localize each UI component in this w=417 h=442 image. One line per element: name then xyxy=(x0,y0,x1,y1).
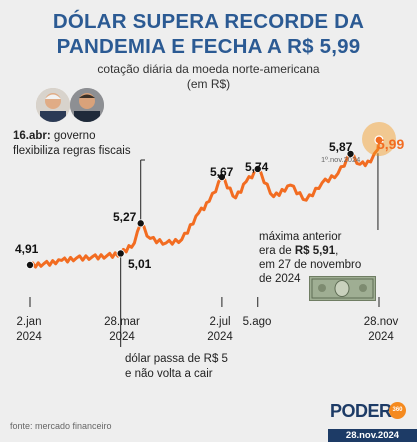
portrait-icon xyxy=(36,88,70,122)
guide-lines xyxy=(29,153,380,347)
value-label-nov1: 5,87 xyxy=(329,140,353,154)
x-tick-jul-year: 2024 xyxy=(207,331,233,343)
value-label-march: 5,01 xyxy=(128,257,152,271)
avatar-haddad xyxy=(70,88,104,122)
chart-title-line1: DÓLAR SUPERA RECORDE DA xyxy=(52,10,365,33)
annotation-april: 16.abr: governo flexibiliza regras fisca… xyxy=(13,129,131,159)
value-label-start: 4,91 xyxy=(15,242,39,256)
chart-subtitle-line1: cotação diária da moeda norte-americana xyxy=(97,62,320,76)
x-tick-aug-date: 5.ago xyxy=(242,316,272,328)
annotation-previous-max: máxima anterior era de R$ 5,91, em 27 de… xyxy=(259,230,361,286)
value-label-july: 5,67 xyxy=(210,165,234,179)
value-label-august: 5,74 xyxy=(245,160,269,174)
x-tick-jan: 2.jan 2024 xyxy=(4,315,54,345)
data-point-2024-11-28 xyxy=(374,135,384,145)
annotation-march-text1: dólar passa de R$ 5 xyxy=(125,353,228,365)
brand-logo-mark: 360 xyxy=(389,402,406,419)
annotation-prev-max2-bold: R$ 5,91 xyxy=(294,245,336,257)
x-tick-mar-year: 2024 xyxy=(109,331,135,343)
annotation-nov1-date: 1º.nov.2024 xyxy=(321,155,361,164)
publish-date-bar: 28.nov.2024 xyxy=(328,429,417,442)
annotation-prev-max3: em 27 de novembro xyxy=(259,259,362,271)
value-label-april: 5,27 xyxy=(113,210,137,224)
x-tick-mar-date: 28.mar xyxy=(104,316,140,328)
brand-logo-text: PODER xyxy=(330,401,392,421)
x-tick-aug: 5.ago xyxy=(235,315,279,330)
source-note: fonte: mercado financeiro xyxy=(10,421,112,431)
data-point-2024-08-05 xyxy=(253,164,262,173)
annotation-april-text2: flexibiliza regras fiscais xyxy=(13,145,131,157)
x-tick-nov: 28.nov 2024 xyxy=(355,315,407,345)
x-tick-mar: 28.mar 2024 xyxy=(96,315,148,345)
brand-logo: PODER xyxy=(330,401,392,422)
annotation-april-text1: governo xyxy=(50,130,96,142)
value-label-last: 5,99 xyxy=(377,136,405,152)
chart-title-line2: PANDEMIA E FECHA A R$ 5,99 xyxy=(56,35,361,58)
annotation-march-text2: e não volta a cair xyxy=(125,368,213,380)
annotation-prev-max2-pre: era de xyxy=(259,245,295,257)
x-tick-jan-date: 2.jan xyxy=(16,316,42,328)
data-point-2024-01-02 xyxy=(25,260,34,269)
x-tick-nov-year: 2024 xyxy=(368,331,394,343)
annotation-prev-max2-post: , xyxy=(335,245,339,257)
highlight-points xyxy=(25,122,396,269)
chart-subtitle-line2: (em R$) xyxy=(186,77,231,91)
x-tick-nov-date: 28.nov xyxy=(363,316,399,328)
x-tick-jul: 2.jul 2024 xyxy=(198,315,242,345)
annotation-prev-max4: de 2024 xyxy=(259,273,301,285)
annotation-march: dólar passa de R$ 5 e não volta a cair xyxy=(125,352,228,382)
data-point-2024-04-16 xyxy=(136,219,145,228)
annotation-prev-max1: máxima anterior xyxy=(259,231,342,243)
series-line-dolar xyxy=(28,138,381,269)
dollar-bill-drawing xyxy=(311,278,374,299)
avatar-lula xyxy=(36,88,70,122)
dollar-bill-icon xyxy=(309,276,376,301)
x-tick-jan-year: 2024 xyxy=(16,331,42,343)
data-point-2024-07-02 xyxy=(217,173,226,182)
portrait-icon xyxy=(70,88,104,122)
x-tick-jul-date: 2.jul xyxy=(209,316,231,328)
publish-date: 28.nov.2024 xyxy=(345,430,400,441)
data-point-2024-11-01 xyxy=(346,149,355,158)
brand-logo-number: 360 xyxy=(392,407,403,413)
data-point-2024-03-28 xyxy=(116,249,125,258)
annotation-april-date: 16.abr: xyxy=(13,130,51,142)
